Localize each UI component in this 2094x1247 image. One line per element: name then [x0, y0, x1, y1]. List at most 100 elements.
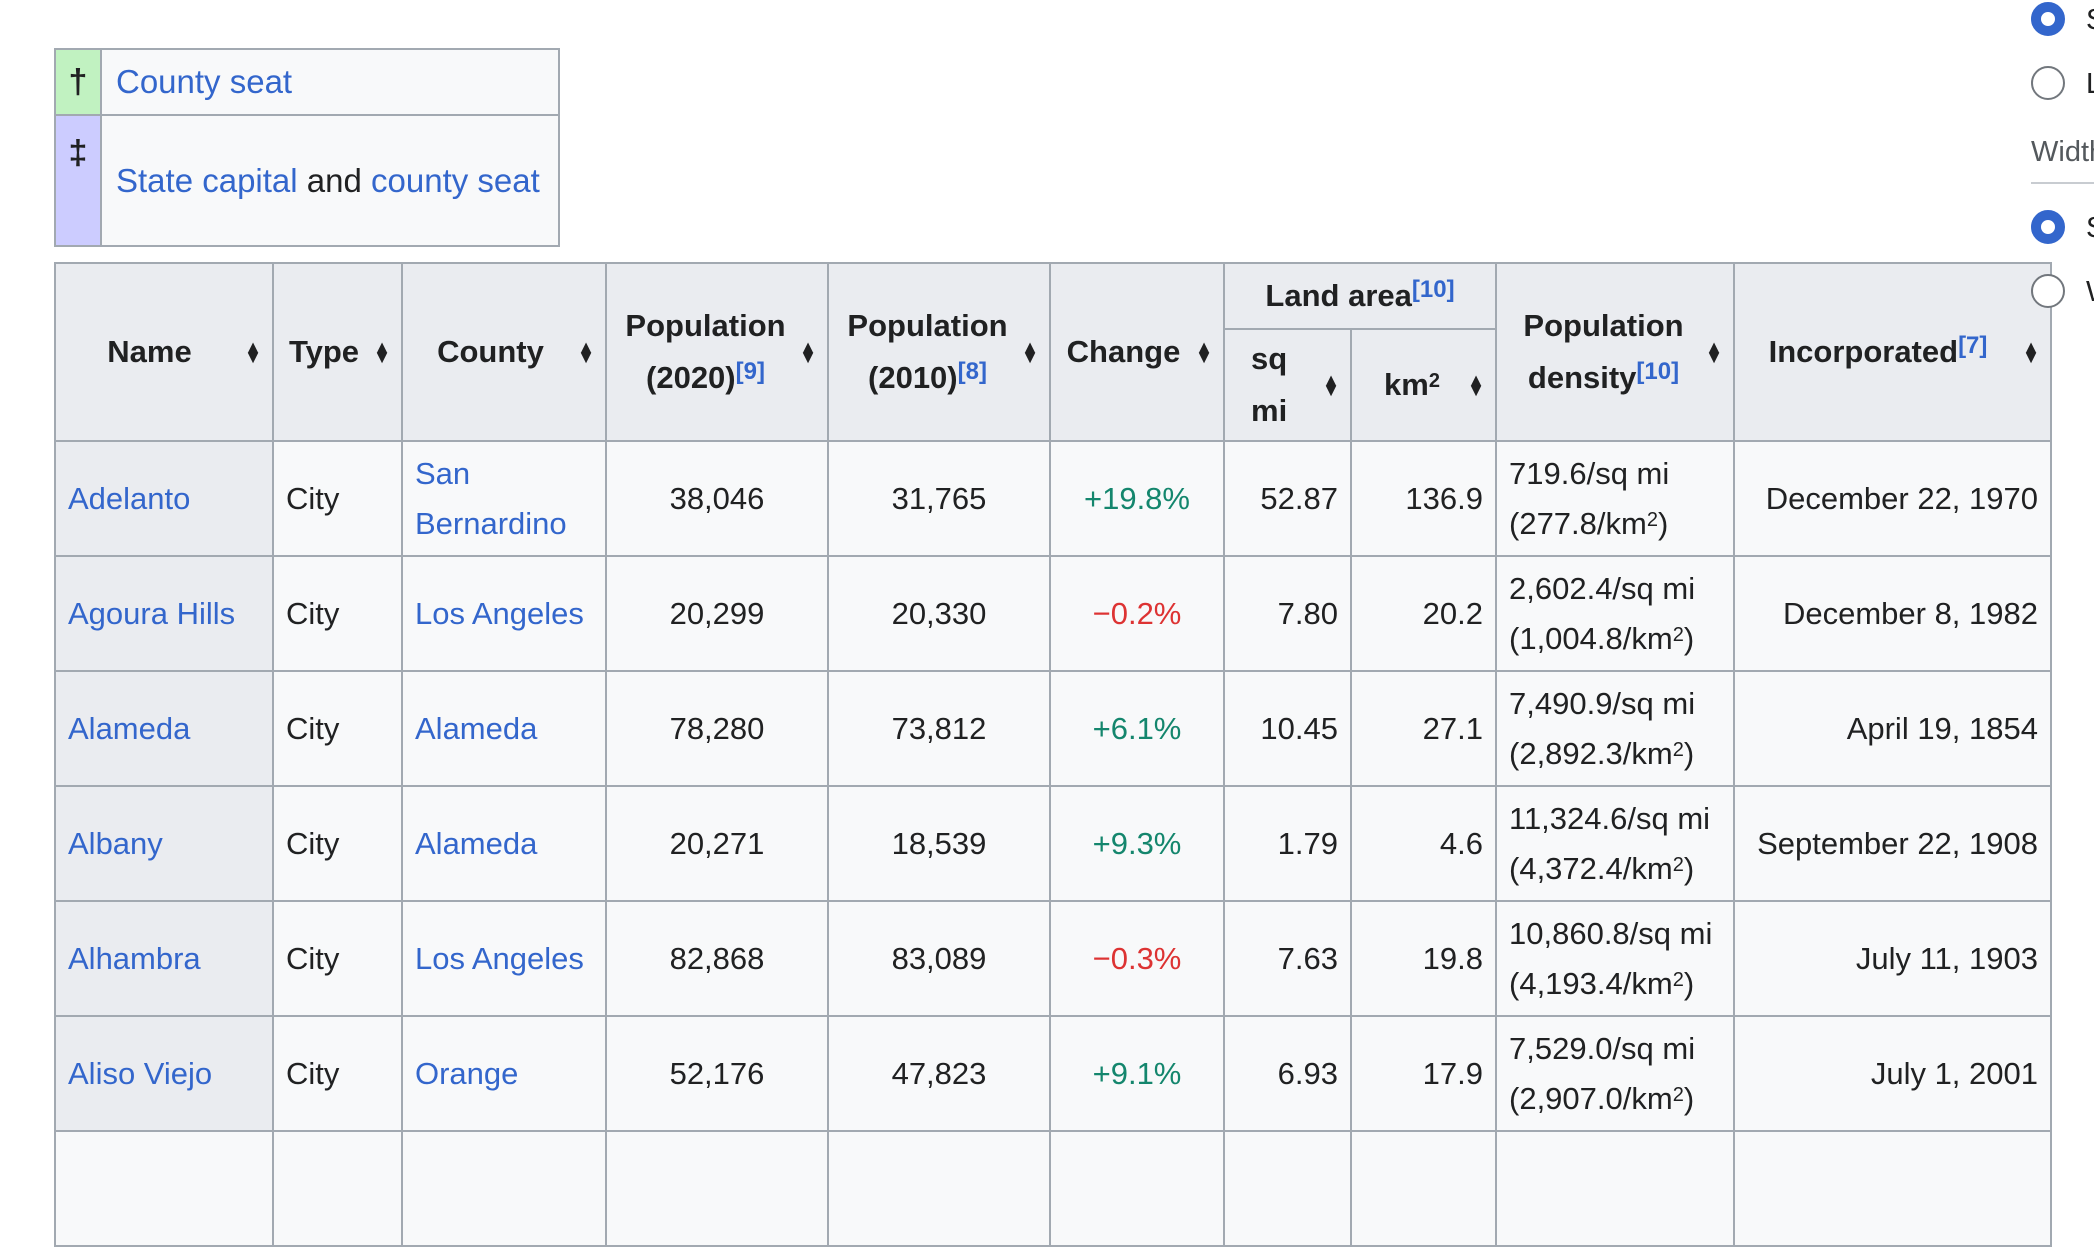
incorporated-cell: December 22, 1970: [1733, 440, 2052, 557]
city-link[interactable]: Alameda: [68, 710, 191, 746]
county-link[interactable]: Alameda: [415, 710, 538, 746]
width-option-label: W: [2086, 276, 2094, 309]
table-cell: [827, 1130, 1051, 1247]
table-cell: [1049, 1130, 1225, 1247]
header-population-density[interactable]: Population density[10] ▲ ▼: [1495, 262, 1735, 442]
area-km2-cell: 20.2: [1350, 555, 1497, 672]
table-cell: [1495, 1130, 1735, 1247]
area-sq-mi-cell: 10.45: [1223, 670, 1352, 787]
header-county[interactable]: County ▲ ▼: [401, 262, 607, 442]
reference-link[interactable]: [10]: [1636, 358, 1680, 385]
legend-table: † County seat ‡ State capital and county…: [54, 48, 560, 247]
change-cell: +9.3%: [1049, 785, 1225, 902]
county-seat-link[interactable]: County seat: [116, 63, 293, 100]
population-2020-cell: 20,271: [605, 785, 829, 902]
area-km2-cell: 4.6: [1350, 785, 1497, 902]
table-cell: [272, 1130, 403, 1247]
county-cell: Orange: [401, 1015, 607, 1132]
reference-link[interactable]: [7]: [1958, 332, 1988, 359]
table-row: Alameda City Alameda 78,280 73,812 +6.1% 10.45…: [54, 670, 2052, 787]
width-option-radio[interactable]: [2031, 274, 2065, 308]
area-km2-cell: 27.1: [1350, 670, 1497, 787]
population-2010-cell: 73,812: [827, 670, 1051, 787]
county-link[interactable]: San Bernardino: [415, 455, 567, 541]
population-2010-cell: 20,330: [827, 555, 1051, 672]
header-name[interactable]: Name ▲ ▼: [54, 262, 274, 442]
county-cell: Alameda: [401, 670, 607, 787]
state-capital-link[interactable]: State capital: [116, 161, 298, 199]
text-size-option-radio[interactable]: [2031, 2, 2065, 36]
population-2020-cell: 78,280: [605, 670, 829, 787]
cities-table: Name ▲ ▼ Type ▲ ▼ County ▲ ▼ Population (2020)[…: [54, 262, 2052, 1247]
city-name-cell: Agoura Hills: [54, 555, 274, 672]
legend-symbol-county-seat: †: [54, 48, 102, 116]
density-cell: 719.6/sq mi (277.8/km2): [1495, 440, 1735, 557]
city-link[interactable]: Agoura Hills: [68, 595, 236, 631]
county-link[interactable]: Los Angeles: [415, 595, 584, 631]
type-cell: City: [272, 670, 403, 787]
header-type[interactable]: Type ▲ ▼: [272, 262, 403, 442]
header-incorporated[interactable]: Incorporated[7] ▲ ▼: [1733, 262, 2052, 442]
incorporated-cell: July 11, 1903: [1733, 900, 2052, 1017]
reference-link[interactable]: [8]: [957, 358, 987, 385]
type-cell: City: [272, 900, 403, 1017]
county-cell: Los Angeles: [401, 900, 607, 1017]
width-section-label: Width: [2031, 136, 2094, 168]
city-name-cell: [54, 1130, 274, 1247]
population-2010-cell: 83,089: [827, 900, 1051, 1017]
width-option-radio[interactable]: [2031, 210, 2065, 244]
sort-icon: ▲ ▼: [373, 337, 391, 367]
type-cell: City: [272, 1015, 403, 1132]
county-link[interactable]: Orange: [415, 1055, 519, 1091]
header-sq-mi[interactable]: sq mi ▲ ▼: [1223, 328, 1352, 442]
city-link[interactable]: Adelanto: [68, 480, 191, 516]
density-cell: 7,490.9/sq mi (2,892.3/km2): [1495, 670, 1735, 787]
sort-icon: ▲ ▼: [1705, 337, 1723, 367]
sort-icon: ▲ ▼: [244, 337, 262, 367]
change-cell: −0.3%: [1049, 900, 1225, 1017]
change-cell: +6.1%: [1049, 670, 1225, 787]
population-2010-cell: 31,765: [827, 440, 1051, 557]
table-row: Adelanto City San Bernardino 38,046 31,765 +19…: [54, 440, 2052, 557]
sort-icon: ▲ ▼: [1021, 337, 1039, 367]
legend-symbol-state-capital: ‡: [54, 114, 102, 247]
table-row: Aliso Viejo City Orange 52,176 47,823 +9.1% 6.…: [54, 1015, 2052, 1132]
area-sq-mi-cell: 1.79: [1223, 785, 1352, 902]
header-km2[interactable]: km2 ▲ ▼: [1350, 328, 1497, 442]
area-km2-cell: 19.8: [1350, 900, 1497, 1017]
type-cell: City: [272, 440, 403, 557]
incorporated-cell: December 8, 1982: [1733, 555, 2052, 672]
population-2020-cell: 52,176: [605, 1015, 829, 1132]
county-seat-link-2[interactable]: county seat: [371, 161, 540, 199]
table-row: Albany City Alameda 20,271 18,539 +9.3% 1.79 4.…: [54, 785, 2052, 902]
divider: [2031, 182, 2094, 184]
table-cell: [1223, 1130, 1352, 1247]
text-size-option-radio[interactable]: [2031, 66, 2065, 100]
area-sq-mi-cell: 7.63: [1223, 900, 1352, 1017]
reference-link[interactable]: [9]: [735, 358, 765, 385]
sort-icon: ▲ ▼: [1195, 337, 1213, 367]
density-cell: 2,602.4/sq mi (1,004.8/km2): [1495, 555, 1735, 672]
city-link[interactable]: Alhambra: [68, 940, 201, 976]
table-row: [54, 1130, 2052, 1247]
sort-icon: ▲ ▼: [1322, 370, 1340, 400]
city-name-cell: Adelanto: [54, 440, 274, 557]
city-link[interactable]: Aliso Viejo: [68, 1055, 213, 1091]
header-population-2020[interactable]: Population (2020)[9] ▲ ▼: [605, 262, 829, 442]
sort-icon: ▲ ▼: [2022, 337, 2040, 367]
reference-link[interactable]: [10]: [1411, 276, 1455, 303]
sort-icon: ▲ ▼: [1467, 370, 1485, 400]
population-2020-cell: 82,868: [605, 900, 829, 1017]
density-cell: 7,529.0/sq mi (2,907.0/km2): [1495, 1015, 1735, 1132]
city-link[interactable]: Albany: [68, 825, 163, 861]
county-link[interactable]: Los Angeles: [415, 940, 584, 976]
text-size-option-label: L: [2086, 68, 2094, 101]
area-km2-cell: 17.9: [1350, 1015, 1497, 1132]
population-2010-cell: 47,823: [827, 1015, 1051, 1132]
header-population-2010[interactable]: Population (2010)[8] ▲ ▼: [827, 262, 1051, 442]
county-link[interactable]: Alameda: [415, 825, 538, 861]
density-cell: 10,860.8/sq mi (4,193.4/km2): [1495, 900, 1735, 1017]
table-cell: [605, 1130, 829, 1247]
type-cell: City: [272, 785, 403, 902]
header-change[interactable]: Change ▲ ▼: [1049, 262, 1225, 442]
